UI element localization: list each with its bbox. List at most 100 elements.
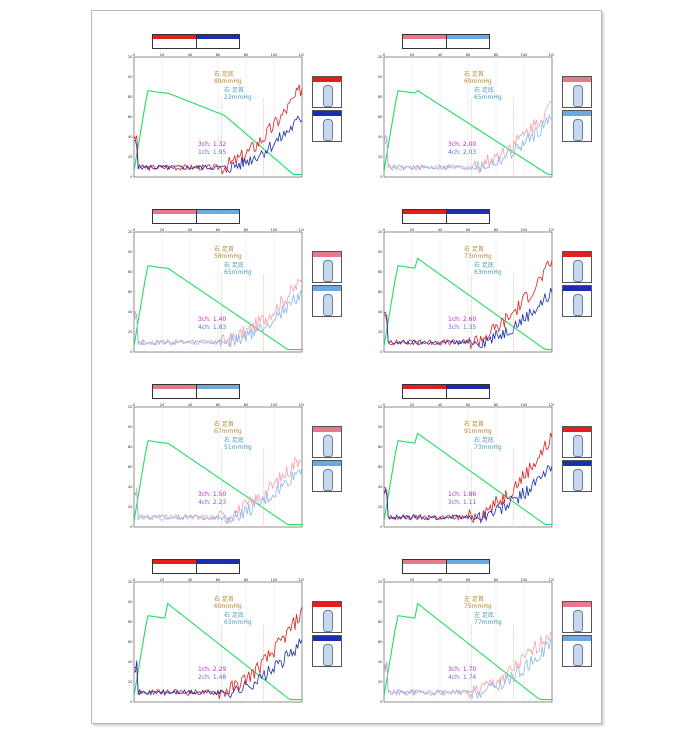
y-tick-label: 100: [128, 425, 133, 429]
pressure-chart: 020406080100120020406080100120: [378, 578, 554, 704]
green-trace: [383, 257, 552, 351]
y-tick-label: 60: [128, 640, 132, 644]
panel-header: [350, 16, 590, 26]
sensor-tag-b: [313, 461, 341, 466]
y-tick-label: 80: [378, 445, 382, 449]
annotation-ankle-value: 73mmHg: [464, 253, 492, 260]
foot-icon: [573, 644, 583, 666]
sensor-tag-a: [563, 602, 591, 607]
channel-a-cell: [403, 385, 446, 398]
blue-trace: [133, 466, 303, 524]
channel-a-cell: [403, 560, 446, 573]
channel-b-cell: [195, 210, 239, 223]
y-tick-label: 0: [380, 525, 382, 529]
sensor-thumb-b: [312, 285, 342, 317]
y-tick-label: 60: [378, 290, 382, 294]
pressure-plot: 020406080100120020406080100120: [378, 403, 554, 541]
sensor-thumb-a: [312, 601, 342, 633]
x-tick-label: 20: [160, 403, 164, 407]
sensor-thumb-b: [562, 460, 592, 492]
annotation-ratio-b: 3ch: 1.11: [448, 499, 477, 506]
pressure-chart: 020406080100120020406080100120: [128, 403, 304, 529]
y-tick-label: 80: [378, 620, 382, 624]
pressure-chart: 020406080100120020406080100120: [128, 228, 304, 354]
x-tick-label: 20: [410, 578, 414, 582]
annotation-sole: 左 足底: [474, 612, 494, 619]
annotation-ratio-b: 2ch: 1.48: [198, 674, 227, 681]
x-tick-label: 20: [160, 578, 164, 582]
x-tick-label: 20: [160, 53, 164, 57]
pressure-plot: 020406080100120020406080100120: [128, 403, 304, 541]
sensor-thumb-b: [562, 285, 592, 317]
panel-header: [100, 16, 340, 26]
foot-icon: [323, 435, 333, 457]
red-trace: [133, 606, 303, 700]
x-tick-label: 0: [383, 53, 385, 57]
annotation-ankle-value: 58mmHg: [214, 253, 242, 260]
y-tick-label: 120: [378, 55, 383, 59]
x-tick-label: 80: [494, 578, 498, 582]
x-tick-label: 100: [271, 53, 278, 57]
sensor-tag-b: [313, 636, 341, 641]
annotation-ankle-value: 89mmHg: [214, 78, 242, 85]
x-tick-label: 40: [188, 228, 192, 232]
x-tick-label: 80: [494, 53, 498, 57]
pressure-plot: 020406080100120020406080100120: [378, 578, 554, 716]
annotation-ratio-a: 3ch: 1.32: [198, 141, 227, 148]
channel-a-tag: [153, 210, 196, 214]
annotation-ankle-value: 91mmHg: [464, 428, 492, 435]
blue-trace: [383, 638, 553, 700]
annotation-ratio-b: 4ch: 2.03: [448, 149, 477, 156]
channel-a-cell: [403, 35, 446, 48]
y-tick-label: 80: [128, 270, 132, 274]
channel-b-tag: [446, 560, 489, 564]
y-tick-label: 40: [128, 135, 132, 139]
channel-b-tag: [196, 560, 239, 564]
sensor-thumb-a: [562, 601, 592, 633]
y-tick-label: 40: [128, 310, 132, 314]
y-tick-label: 20: [128, 680, 132, 684]
pressure-values: [152, 34, 240, 49]
channel-b-cell: [445, 385, 489, 398]
foot-icon: [323, 85, 333, 107]
annotation-sole-value: 22mmHg: [224, 94, 252, 101]
y-tick-label: 0: [130, 700, 132, 704]
y-tick-label: 100: [128, 600, 133, 604]
x-tick-label: 0: [383, 578, 385, 582]
y-tick-label: 100: [128, 250, 133, 254]
pressure-chart: 020406080100120020406080100120: [378, 228, 554, 354]
x-tick-label: 100: [521, 228, 528, 232]
y-tick-label: 120: [378, 230, 383, 234]
sensor-thumb-a: [312, 251, 342, 283]
sensor-thumb-a: [562, 76, 592, 108]
x-tick-label: 120: [299, 53, 304, 57]
channel-b-tag: [196, 210, 239, 214]
sensor-tag-a: [563, 427, 591, 432]
foot-icon: [573, 435, 583, 457]
annotation-ankle: 右 足首: [464, 71, 484, 78]
annotation-sole-value: 51mmHg: [224, 444, 252, 451]
sensor-legend: [312, 76, 342, 144]
y-tick-label: 60: [378, 115, 382, 119]
channel-a-cell: [403, 210, 446, 223]
sensor-thumb-b: [312, 635, 342, 667]
sensor-legend: [562, 76, 592, 144]
panel-header: [100, 541, 340, 551]
x-tick-label: 40: [438, 403, 442, 407]
y-tick-label: 120: [128, 580, 133, 584]
y-tick-label: 40: [378, 135, 382, 139]
panel-header: [350, 541, 590, 551]
y-tick-label: 60: [128, 290, 132, 294]
annotation-ratio-a: 1ch: 2.29: [198, 666, 227, 673]
blue-trace: [133, 289, 303, 348]
result-panel: 020406080100120020406080100120 左 足首75mmH…: [350, 541, 592, 716]
foot-icon: [323, 119, 333, 141]
y-tick-label: 40: [128, 485, 132, 489]
foot-icon: [323, 260, 333, 282]
annotation-ratio-a: 3ch: 2.00: [448, 141, 477, 148]
annotation-sole: 右 足底: [224, 262, 244, 269]
x-tick-label: 120: [299, 403, 304, 407]
sensor-legend: [562, 426, 592, 494]
foot-icon: [573, 610, 583, 632]
annotation-ratio-a: 3ch: 1.40: [198, 316, 227, 323]
